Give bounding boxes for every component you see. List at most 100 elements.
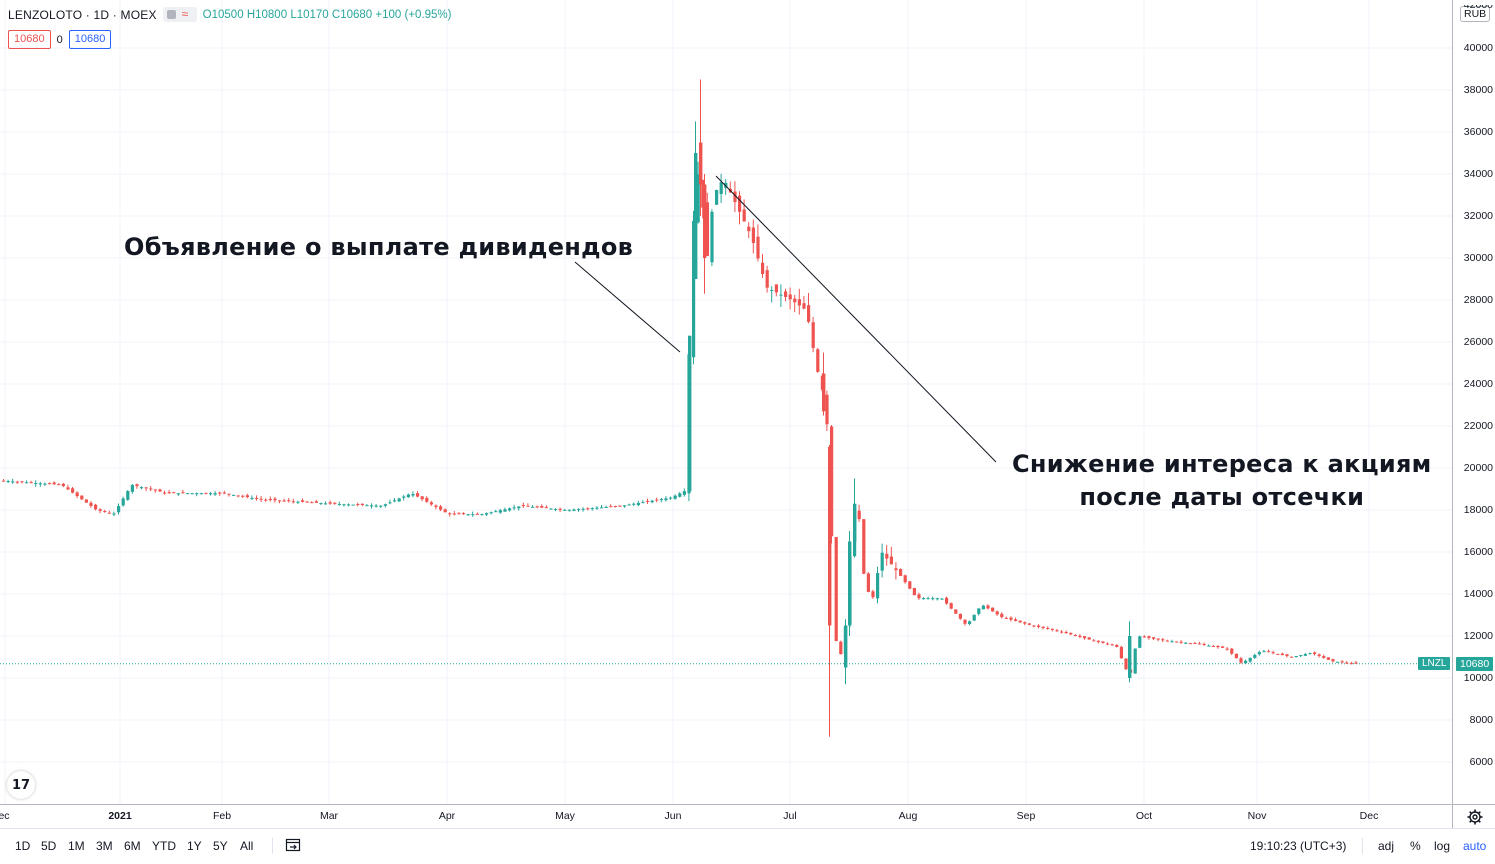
candle: [282, 498, 286, 502]
candle: [130, 483, 134, 494]
bottom-toolbar: 1D 5D 1M 3M 6M YTD 1Y 5Y All 19:10:23 (UTC+3) ad…: [0, 828, 1495, 864]
candle: [144, 487, 148, 492]
candle: [172, 491, 176, 494]
candle: [1142, 635, 1146, 638]
time-tick-label: Feb: [212, 810, 232, 822]
candle: [577, 508, 581, 512]
price-tick-label: 34000: [1463, 168, 1493, 180]
candle: [1004, 616, 1008, 619]
candle: [34, 480, 38, 487]
chart-pane[interactable]: LENZOLOTO · 1D · MOEX ≈ O10500 H10800 L1…: [0, 0, 1452, 804]
candle: [448, 512, 452, 517]
price-tick-label: 16000: [1463, 546, 1493, 558]
candle: [287, 497, 291, 503]
candle: [1303, 652, 1307, 657]
candle: [1083, 636, 1087, 640]
range-button-1m[interactable]: 1M: [68, 839, 85, 853]
candle: [250, 495, 254, 501]
candle: [733, 181, 737, 213]
candle: [498, 508, 502, 514]
chart-settings-button[interactable]: [1452, 804, 1495, 829]
range-button-3m[interactable]: 3M: [96, 839, 113, 853]
candle: [1124, 658, 1128, 670]
candle: [1290, 656, 1294, 658]
candle: [360, 503, 364, 507]
symbol-title[interactable]: LENZOLOTO · 1D · MOEX: [8, 7, 157, 22]
range-button-5d[interactable]: 5D: [41, 839, 57, 853]
candle: [213, 491, 217, 496]
candle: [503, 507, 507, 512]
tradingview-logo-icon[interactable]: 17: [7, 771, 35, 799]
candle: [222, 490, 226, 495]
candle: [158, 488, 162, 492]
range-button-1d[interactable]: 1D: [15, 839, 31, 853]
candle: [20, 481, 24, 484]
adjust-toggle[interactable]: adj: [1378, 839, 1395, 853]
candle: [922, 597, 926, 600]
candle: [1294, 656, 1298, 658]
time-axis[interactable]: ec 2021 Feb Mar Apr May Jun Jul Aug Sep Oct Nov Dec: [0, 804, 1452, 829]
price-tick-label: 28000: [1463, 294, 1493, 306]
symbol-legend: LENZOLOTO · 1D · MOEX ≈ O10500 H10800 L1…: [8, 7, 452, 22]
candle: [71, 486, 75, 494]
candle: [29, 480, 33, 484]
candle: [365, 504, 369, 507]
log-scale-toggle[interactable]: log: [1434, 839, 1451, 853]
candle: [935, 597, 939, 601]
buy-price-button[interactable]: 10680: [68, 30, 112, 49]
candle: [866, 571, 870, 593]
candle: [912, 587, 916, 596]
candle: [899, 568, 903, 577]
range-button-1y[interactable]: 1Y: [187, 839, 202, 853]
candle: [535, 505, 539, 509]
candle: [1156, 638, 1160, 642]
candle: [1027, 622, 1031, 626]
candle: [1313, 651, 1317, 656]
range-button-6m[interactable]: 6M: [124, 839, 141, 853]
percent-scale-toggle[interactable]: %: [1410, 839, 1421, 853]
candle: [1308, 652, 1312, 655]
candle: [1198, 641, 1202, 645]
auto-scale-toggle[interactable]: auto: [1463, 839, 1487, 853]
clock[interactable]: 19:10:23 (UTC+3): [1250, 839, 1347, 853]
date-range-button[interactable]: [285, 837, 301, 856]
candle: [521, 502, 525, 509]
price-tick-label: 36000: [1463, 126, 1493, 138]
currency-selector[interactable]: RUB: [1460, 6, 1491, 22]
candle: [779, 284, 783, 307]
bid-ask-row: 10680 0 10680: [8, 30, 112, 49]
candle: [1271, 650, 1275, 655]
range-button-ytd[interactable]: YTD: [152, 839, 176, 853]
candle: [830, 425, 834, 544]
candle: [1165, 639, 1169, 642]
dividend-annotation[interactable]: Объявление о выплате дивидендов: [124, 233, 634, 261]
candle: [305, 501, 309, 503]
candle: [204, 492, 208, 495]
candle: [926, 596, 930, 600]
candle: [784, 288, 788, 302]
candle: [1267, 649, 1271, 653]
candle: [1280, 652, 1284, 656]
candle: [1225, 647, 1229, 651]
candle: [1234, 653, 1238, 659]
candle: [968, 620, 972, 626]
sell-price-button[interactable]: 10680: [8, 30, 51, 49]
indicator-toggle-icon[interactable]: ≈: [162, 7, 197, 22]
candle: [678, 491, 682, 498]
candle: [296, 500, 300, 504]
candle: [1299, 655, 1303, 658]
candle: [195, 492, 199, 497]
candle: [765, 265, 769, 293]
candle: [747, 222, 751, 239]
close-value: 10680: [340, 8, 373, 21]
price-tick-label: 8000: [1469, 714, 1493, 726]
decline-annotation[interactable]: Снижение интереса к акциям после даты от…: [1012, 448, 1432, 514]
range-button-5y[interactable]: 5Y: [213, 839, 228, 853]
candle: [954, 609, 958, 615]
candle: [25, 480, 29, 484]
candle: [135, 483, 139, 489]
range-button-all[interactable]: All: [240, 839, 254, 853]
candlestick-chart[interactable]: [0, 0, 1452, 804]
price-axis[interactable]: RUB 42000 40000 38000 36000 34000 32000 30000 2…: [1452, 0, 1495, 804]
candle: [245, 493, 249, 499]
